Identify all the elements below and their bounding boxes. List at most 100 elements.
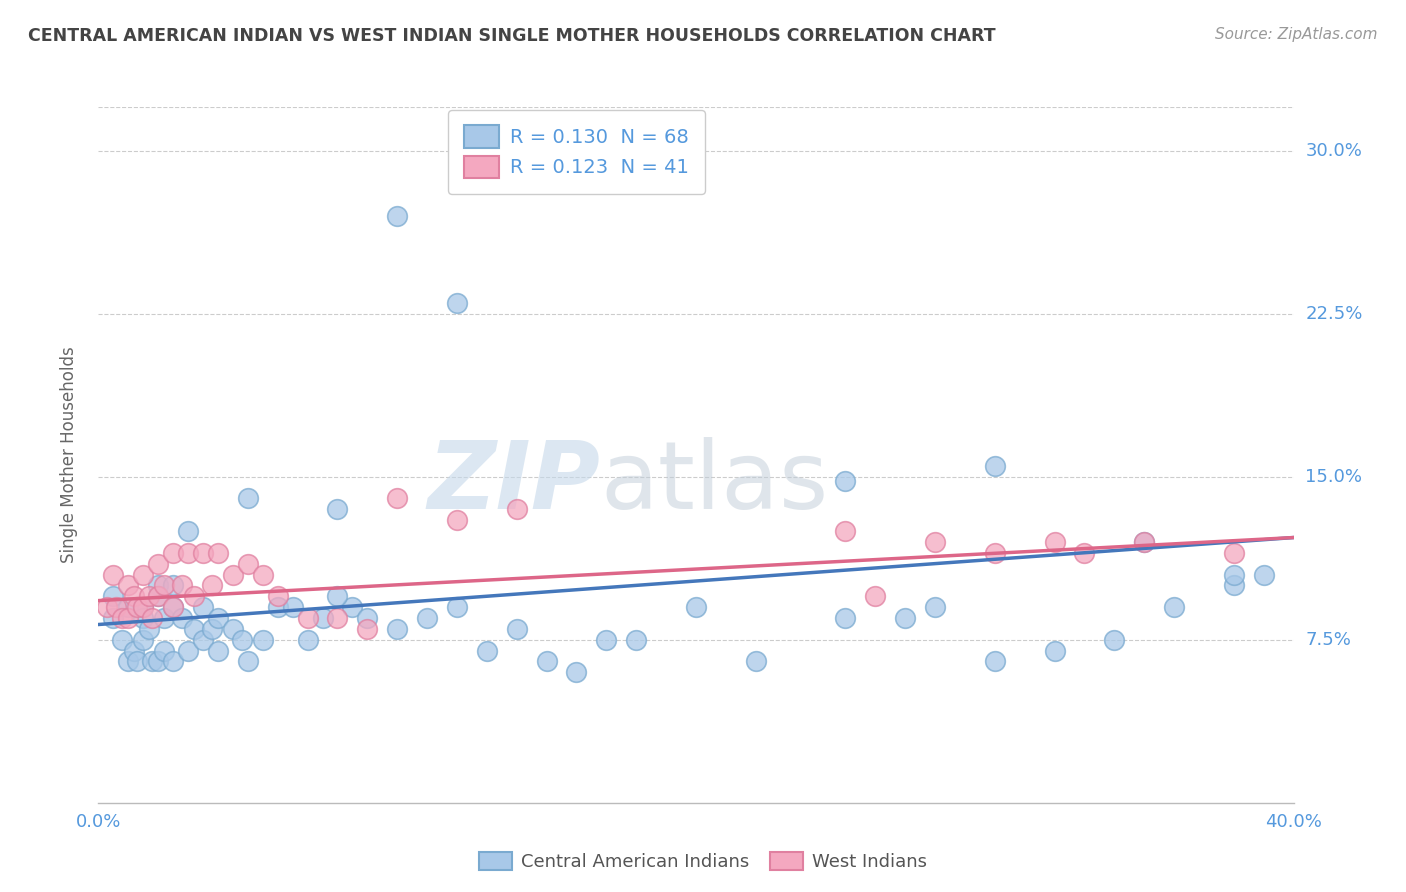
Point — [148, 589, 170, 603]
Point — [834, 474, 856, 488]
Point — [385, 491, 409, 506]
Point — [446, 513, 468, 527]
Point — [231, 632, 253, 647]
Point — [117, 600, 139, 615]
Point — [117, 578, 139, 592]
Point — [132, 600, 155, 615]
Point — [191, 546, 214, 560]
Point — [105, 600, 128, 615]
Point — [96, 600, 118, 615]
Point — [103, 589, 125, 603]
Point — [201, 578, 224, 592]
Point — [311, 611, 333, 625]
Text: 22.5%: 22.5% — [1305, 304, 1362, 323]
Point — [924, 600, 946, 615]
Point — [162, 655, 184, 669]
Point — [148, 655, 170, 669]
Point — [236, 491, 259, 506]
Point — [141, 655, 163, 669]
Point — [267, 589, 290, 603]
Point — [297, 611, 319, 625]
Point — [222, 567, 245, 582]
Point — [685, 600, 707, 615]
Point — [1223, 578, 1246, 592]
Point — [138, 622, 160, 636]
Legend: R = 0.130  N = 68, R = 0.123  N = 41: R = 0.130 N = 68, R = 0.123 N = 41 — [449, 110, 704, 194]
Point — [565, 665, 588, 680]
Point — [446, 295, 468, 310]
Point — [356, 622, 378, 636]
Point — [475, 643, 498, 657]
Point — [236, 655, 259, 669]
Point — [1163, 600, 1185, 615]
Point — [894, 611, 917, 625]
Text: CENTRAL AMERICAN INDIAN VS WEST INDIAN SINGLE MOTHER HOUSEHOLDS CORRELATION CHAR: CENTRAL AMERICAN INDIAN VS WEST INDIAN S… — [28, 27, 995, 45]
Point — [162, 578, 184, 592]
Legend: Central American Indians, West Indians: Central American Indians, West Indians — [472, 845, 934, 879]
Point — [983, 546, 1005, 560]
Point — [834, 524, 856, 538]
Point — [281, 600, 304, 615]
Point — [595, 632, 617, 647]
Point — [446, 600, 468, 615]
Point — [127, 600, 149, 615]
Point — [326, 589, 349, 603]
Point — [124, 643, 146, 657]
Text: Source: ZipAtlas.com: Source: ZipAtlas.com — [1215, 27, 1378, 42]
Point — [138, 589, 160, 603]
Point — [1133, 535, 1156, 549]
Point — [865, 589, 887, 603]
Point — [207, 643, 229, 657]
Point — [148, 578, 170, 592]
Point — [385, 209, 409, 223]
Point — [127, 655, 149, 669]
Point — [153, 611, 176, 625]
Point — [1223, 567, 1246, 582]
Point — [183, 589, 205, 603]
Point — [1043, 643, 1066, 657]
Text: 15.0%: 15.0% — [1305, 467, 1362, 485]
Point — [506, 502, 529, 516]
Point — [132, 632, 155, 647]
Point — [191, 600, 214, 615]
Point — [207, 546, 229, 560]
Point — [536, 655, 558, 669]
Point — [132, 567, 155, 582]
Point — [385, 622, 409, 636]
Text: 30.0%: 30.0% — [1305, 142, 1362, 160]
Point — [153, 578, 176, 592]
Point — [177, 524, 200, 538]
Point — [745, 655, 768, 669]
Point — [177, 546, 200, 560]
Point — [236, 557, 259, 571]
Point — [148, 589, 170, 603]
Point — [103, 611, 125, 625]
Point — [162, 546, 184, 560]
Point — [983, 458, 1005, 473]
Point — [342, 600, 364, 615]
Point — [297, 632, 319, 647]
Text: 7.5%: 7.5% — [1305, 631, 1351, 648]
Point — [132, 600, 155, 615]
Point — [183, 622, 205, 636]
Point — [207, 611, 229, 625]
Point — [1043, 535, 1066, 549]
Point — [1073, 546, 1095, 560]
Point — [117, 611, 139, 625]
Point — [153, 643, 176, 657]
Point — [191, 632, 214, 647]
Point — [983, 655, 1005, 669]
Point — [1223, 546, 1246, 560]
Point — [111, 632, 134, 647]
Point — [356, 611, 378, 625]
Point — [252, 567, 274, 582]
Point — [924, 535, 946, 549]
Point — [326, 502, 349, 516]
Point — [172, 578, 194, 592]
Text: ZIP: ZIP — [427, 437, 600, 529]
Point — [177, 643, 200, 657]
Point — [326, 611, 349, 625]
Point — [624, 632, 647, 647]
Point — [834, 611, 856, 625]
Point — [148, 557, 170, 571]
